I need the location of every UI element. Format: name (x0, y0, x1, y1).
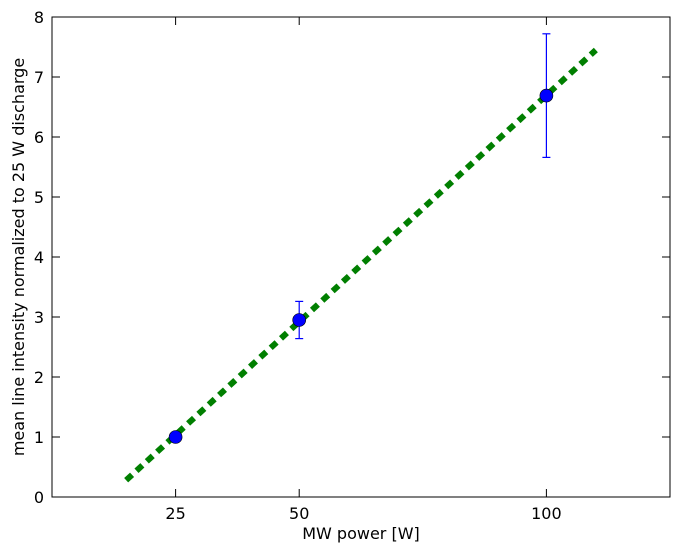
y-tick-label-0: 0 (34, 488, 44, 507)
y-axis-label: mean line intensity normalized to 25 W d… (9, 58, 28, 456)
y-tick-label-4: 4 (34, 248, 44, 267)
y-tick-label-2: 2 (34, 368, 44, 387)
chart-marks (124, 33, 598, 483)
data-point-1 (292, 313, 307, 327)
plot-background (52, 17, 670, 497)
y-tick-label-3: 3 (34, 308, 44, 327)
data-point-0 (168, 430, 183, 444)
y-tick-label-5: 5 (34, 188, 44, 207)
x-tick-label-0: 25 (165, 504, 185, 523)
y-tick-label-1: 1 (34, 428, 44, 447)
x-tick-label-2: 100 (531, 504, 562, 523)
x-axis-label: MW power [W] (302, 524, 420, 543)
y-tick-label-6: 6 (34, 128, 44, 147)
y-tick-label-8: 8 (34, 8, 44, 27)
y-tick-label-7: 7 (34, 68, 44, 87)
x-tick-label-1: 50 (289, 504, 309, 523)
axis-ticks: 25 50 100 0 1 2 3 4 5 6 7 8 (34, 8, 670, 523)
data-point-2 (539, 88, 554, 103)
